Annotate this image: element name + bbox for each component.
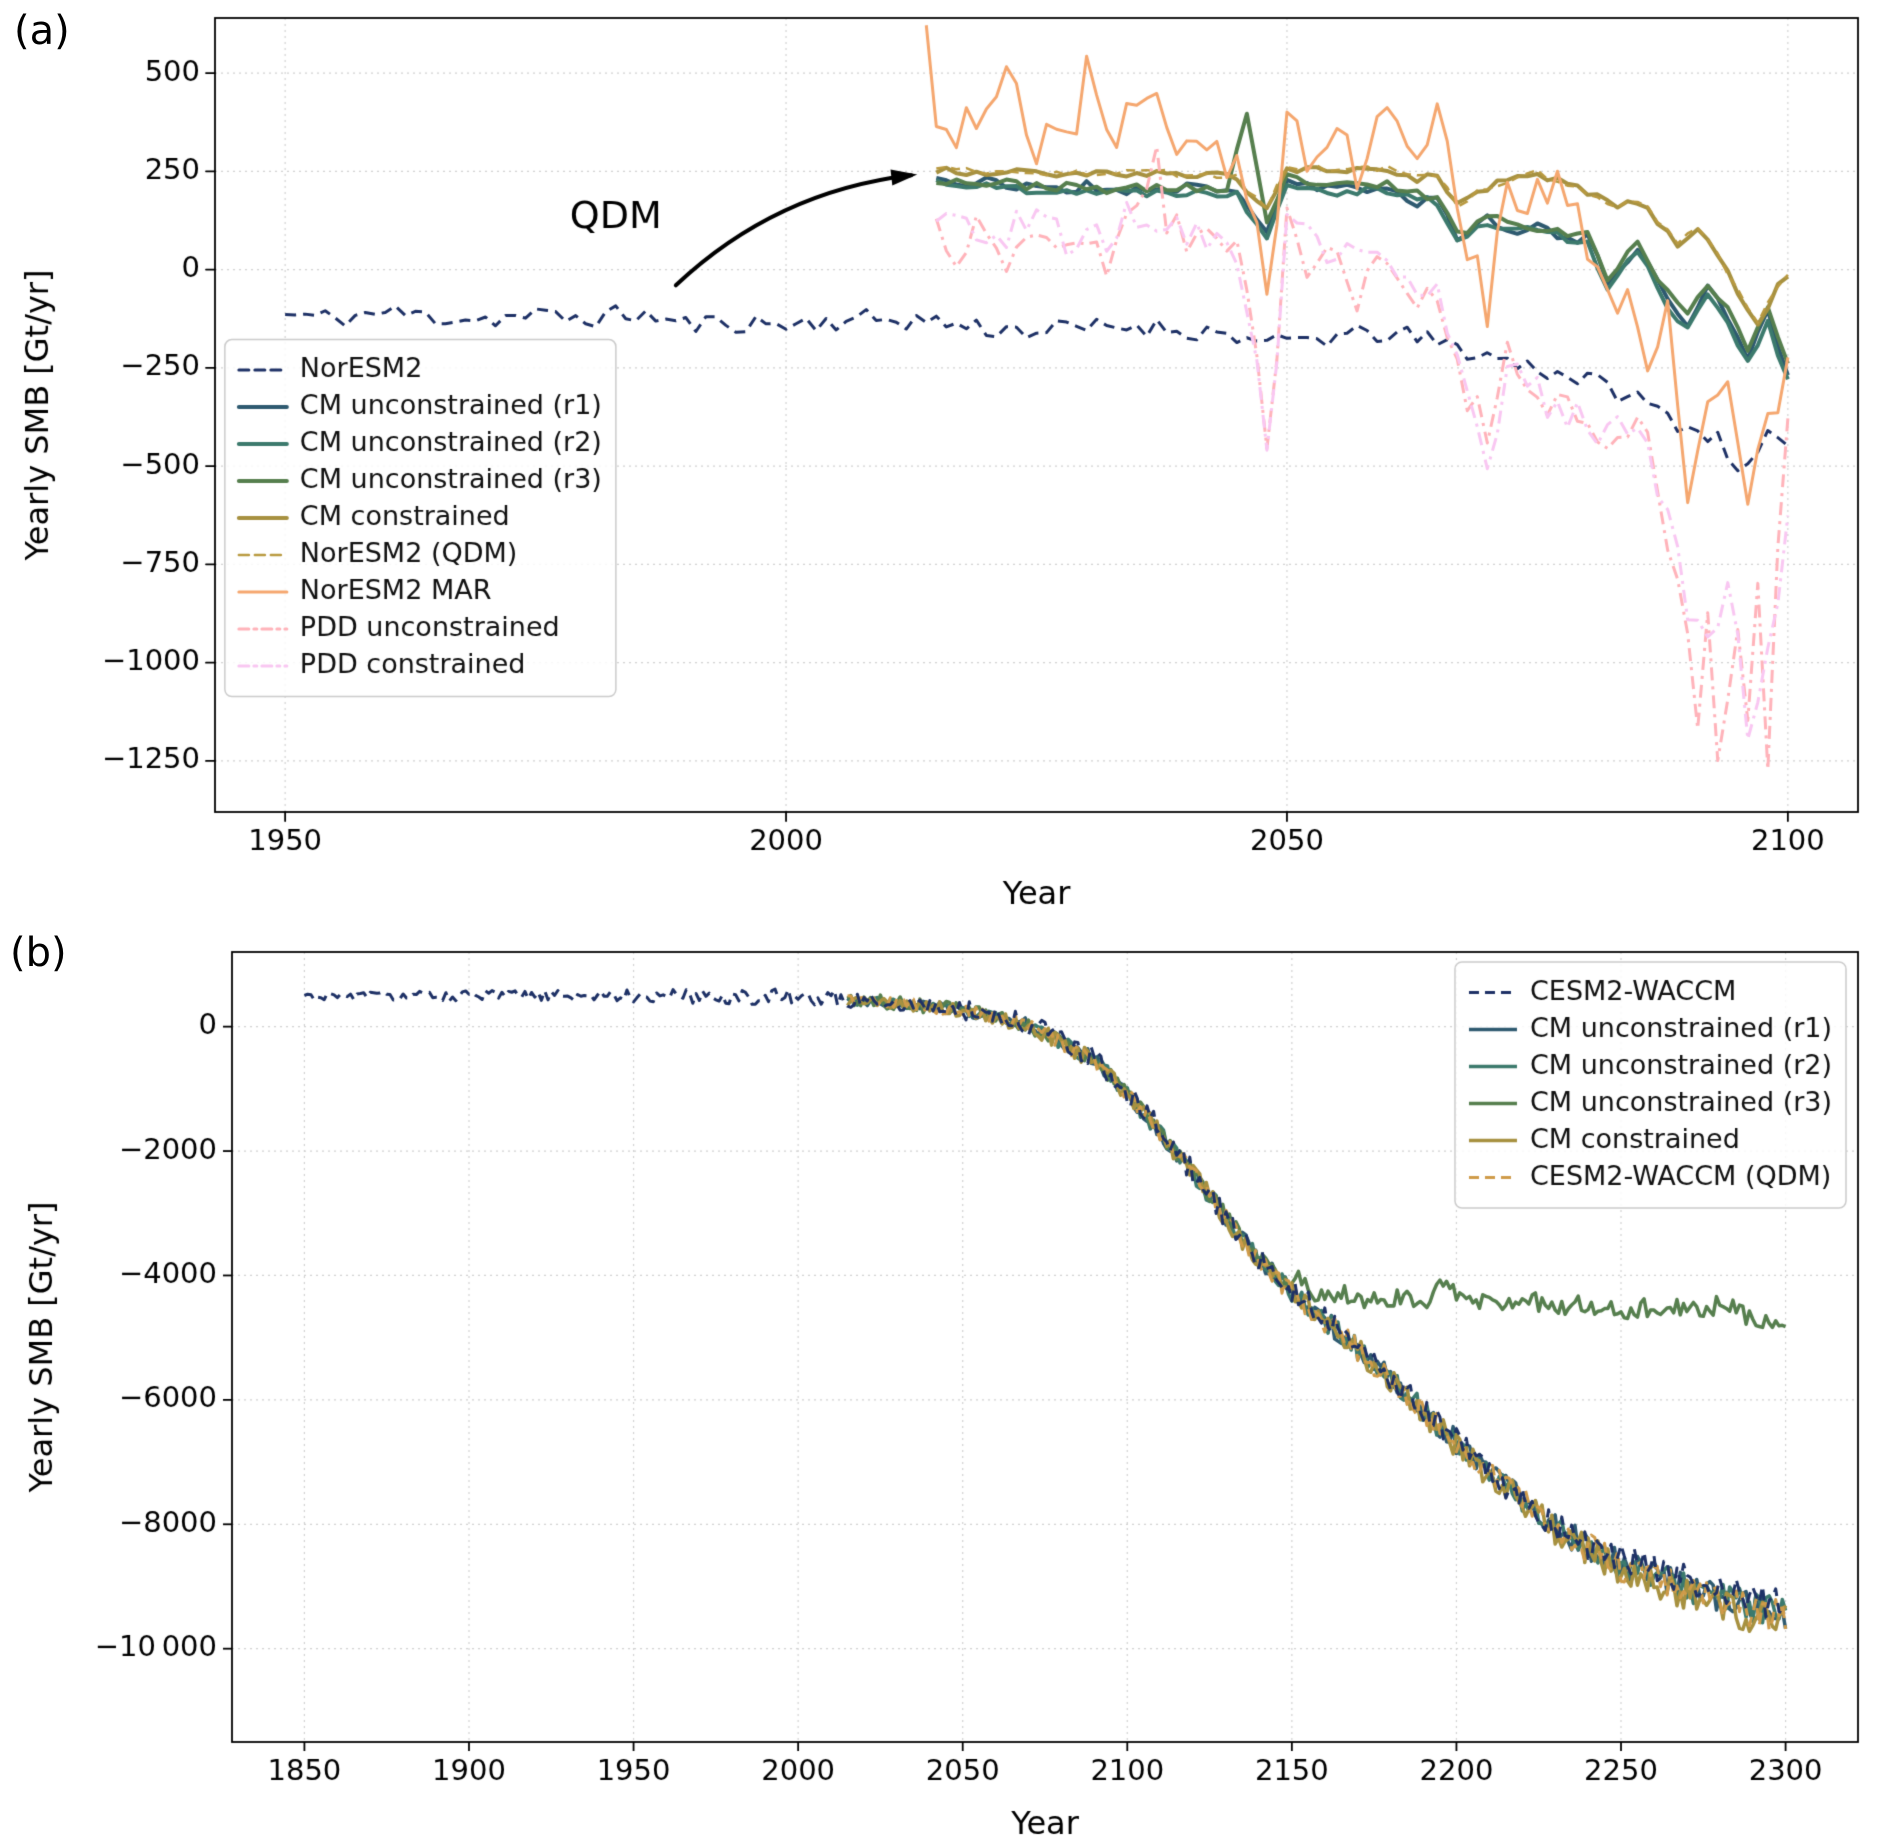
panel-a-chart [0,0,1892,920]
panel-a-label: (a) [14,8,70,54]
panel-b-chart [0,920,1892,1845]
panel-b-label: (b) [10,930,67,976]
